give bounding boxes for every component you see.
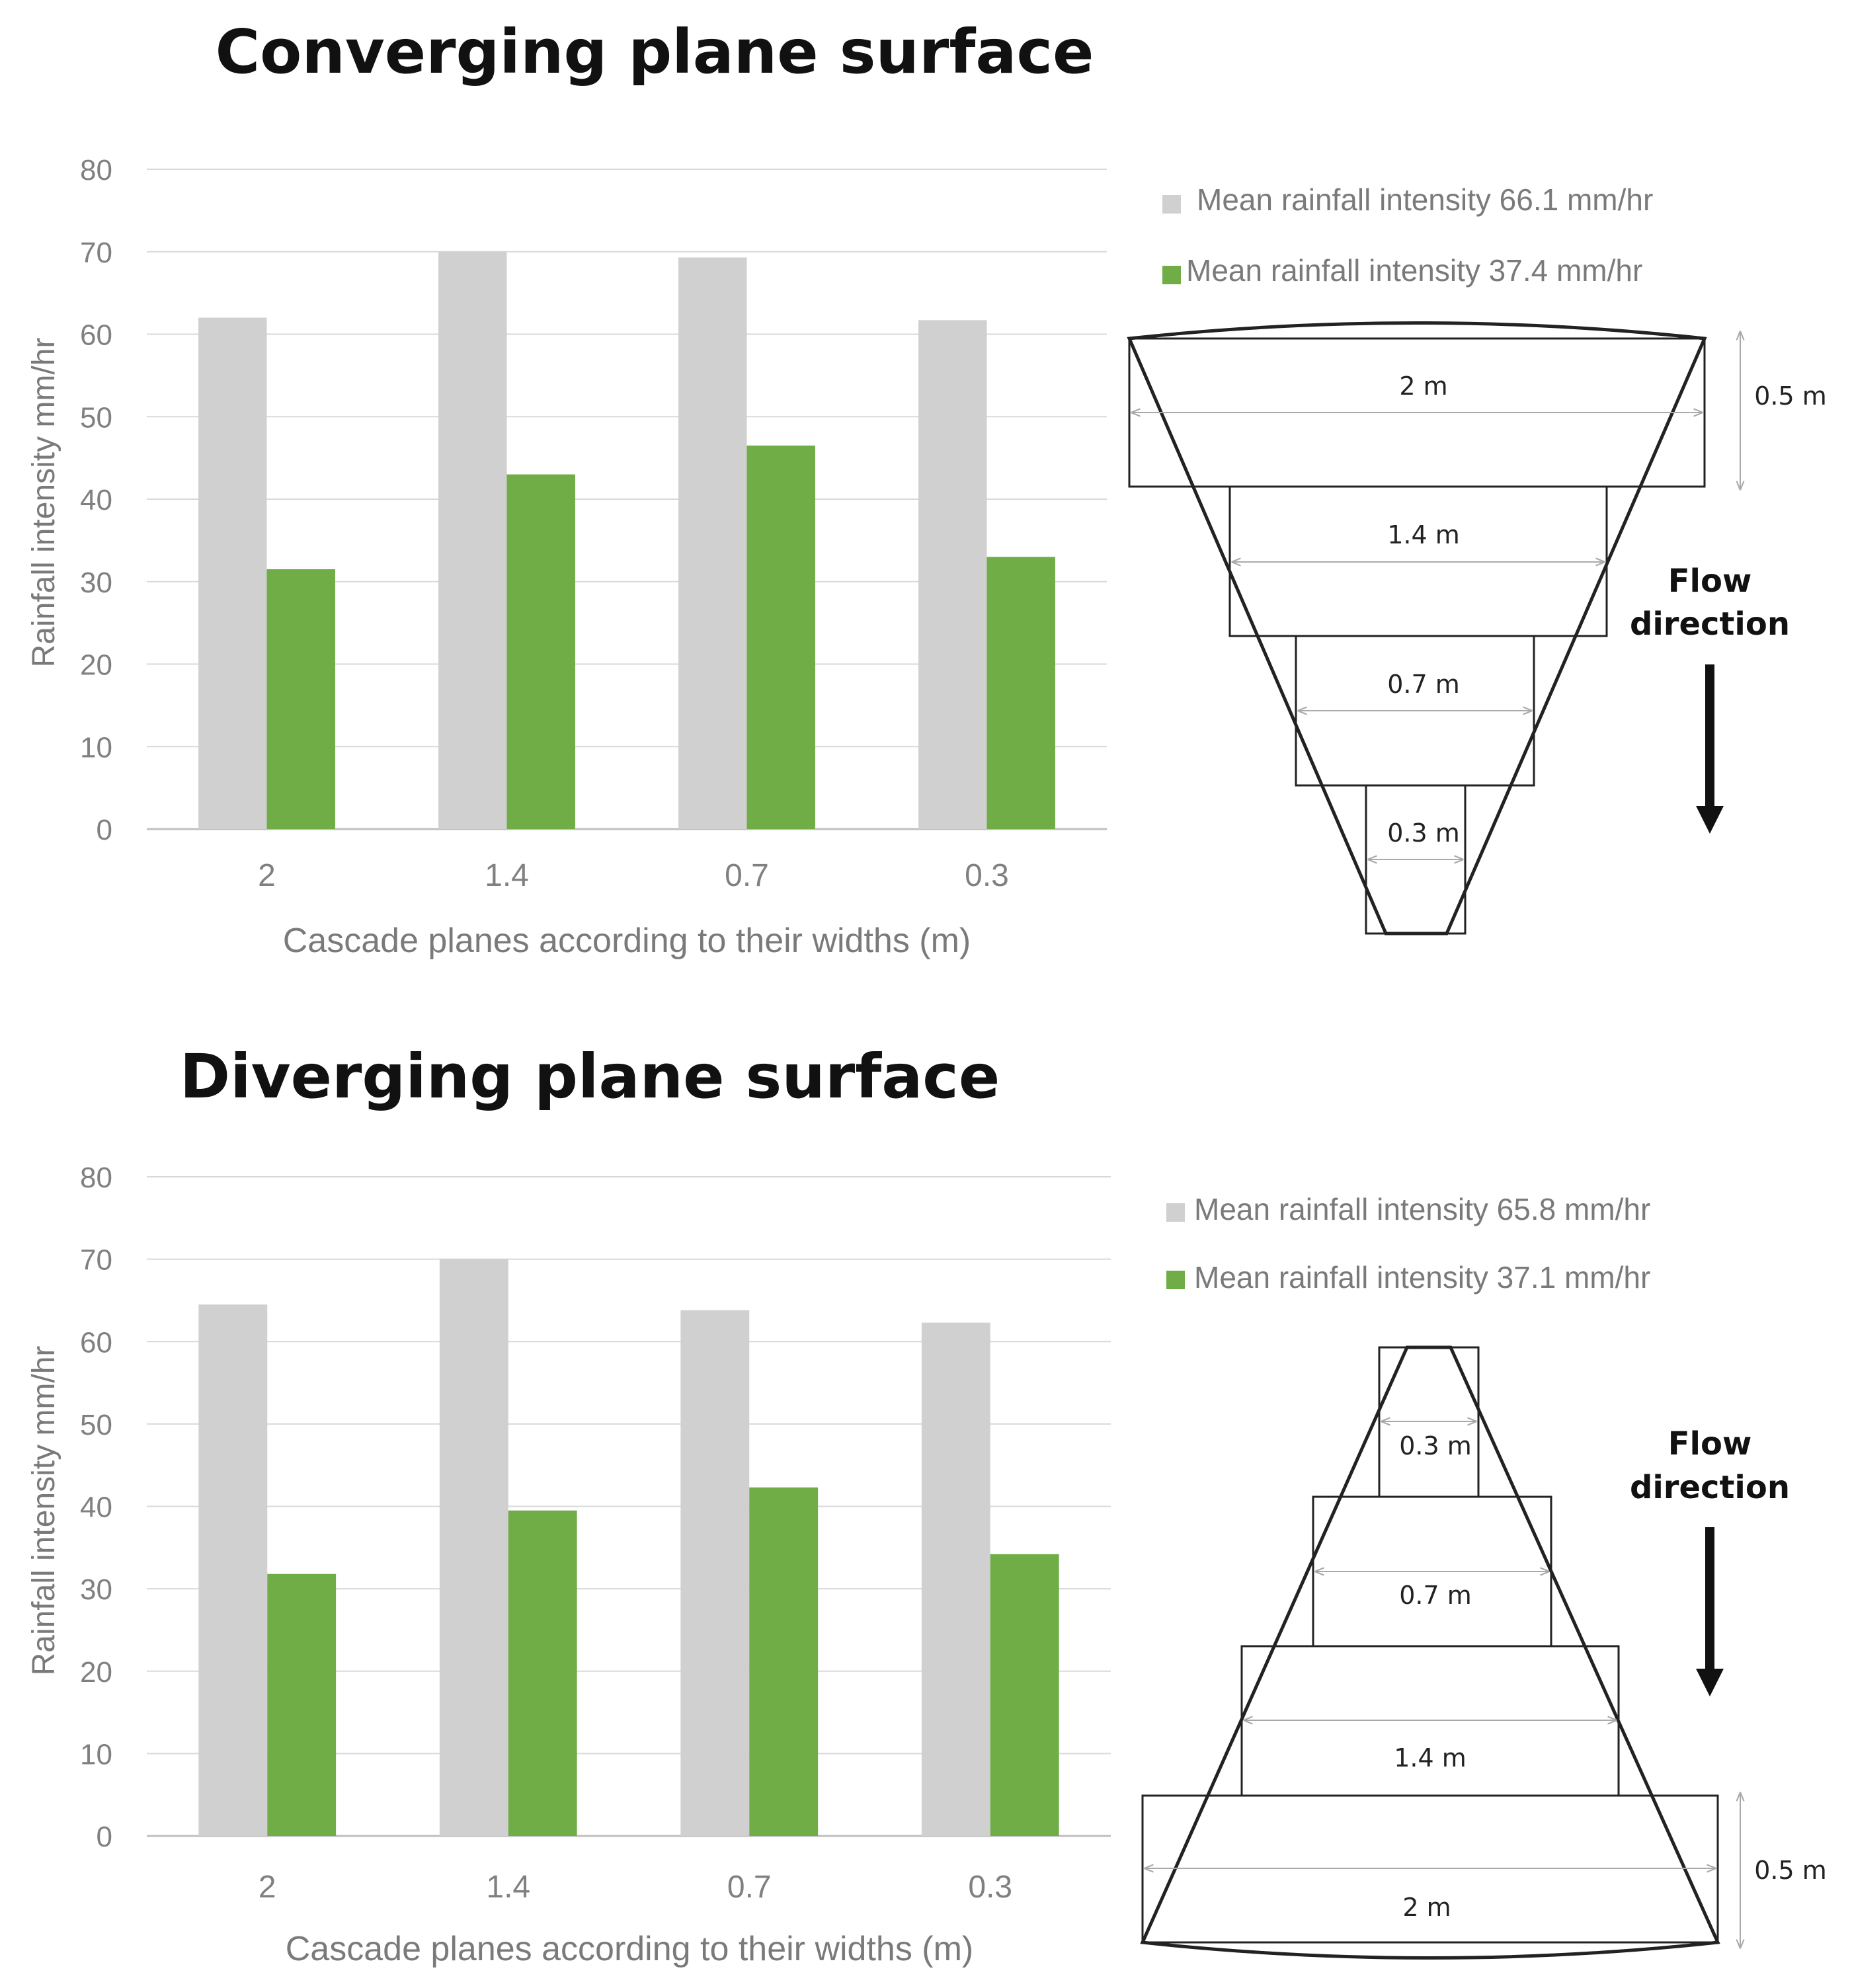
bar-green-series	[508, 1510, 577, 1836]
x-axis-title: Cascade planes according to their widths…	[283, 922, 971, 960]
y-tick-label: 50	[80, 1409, 112, 1441]
y-axis-title: Rainfall intensity mm/hr	[26, 338, 61, 668]
bar-grey-series	[438, 251, 507, 829]
x-axis-title: Cascade planes according to their widths…	[286, 1930, 973, 1968]
height-label: 0.5 m	[1754, 1856, 1827, 1885]
x-tick-label: 1.4	[485, 858, 529, 893]
x-tick-label: 2	[258, 858, 276, 893]
plane-label: 1.4 m	[1387, 520, 1460, 549]
plane-label: 2 m	[1402, 1893, 1451, 1922]
x-tick-label: 0.3	[968, 1870, 1012, 1905]
chart-title: Converging plane surface	[216, 17, 1094, 87]
legend-label-grey: Mean rainfall intensity 65.8 mm/hr	[1194, 1192, 1650, 1226]
panel-converging: Converging plane surface Rainfall intens…	[26, 17, 1827, 960]
bar-grey-series	[198, 317, 267, 829]
flow-label-line1: Flow	[1668, 563, 1752, 600]
y-tick-label: 0	[97, 1821, 112, 1853]
flow-label-line1: Flow	[1668, 1425, 1752, 1462]
legend-swatch-green	[1162, 266, 1181, 284]
flow-label-line2: direction	[1630, 606, 1790, 643]
y-tick-label: 10	[80, 731, 112, 764]
bar-grey-series	[680, 1310, 750, 1836]
legend-label-grey: Mean rainfall intensity 66.1 mm/hr	[1197, 182, 1653, 217]
y-tick-label: 80	[80, 154, 112, 186]
legend-swatch-grey	[1166, 1203, 1185, 1222]
y-tick-label: 30	[80, 567, 112, 599]
catchment-outline	[1140, 1345, 1720, 1960]
x-tick-label: 0.3	[965, 858, 1009, 893]
bar-grey-series	[678, 257, 747, 829]
plot-area: 0 10 20 30 40 50 60 70 80 2 1.4 0.7 0.3	[80, 1162, 1111, 1905]
chart-title: Diverging plane surface	[180, 1041, 1000, 1112]
y-tick-label: 40	[80, 484, 112, 516]
y-axis-label: Rainfall intensity mm/hr	[26, 1346, 61, 1676]
bar-green-series	[990, 1554, 1059, 1836]
x-tick-label: 0.7	[727, 1870, 772, 1905]
bar-green-series	[986, 557, 1055, 829]
plane-label: 2 m	[1399, 372, 1447, 401]
legend: Mean rainfall intensity 66.1 mm/hr Mean …	[1162, 182, 1653, 288]
plane-label: 0.7 m	[1399, 1581, 1472, 1610]
legend-label-green: Mean rainfall intensity 37.4 mm/hr	[1186, 253, 1642, 288]
y-tick-label: 60	[80, 1326, 112, 1359]
y-tick-label: 50	[80, 401, 112, 434]
plane-label: 1.4 m	[1394, 1743, 1467, 1772]
y-tick-label: 10	[80, 1738, 112, 1770]
y-tick-label: 80	[80, 1162, 112, 1194]
y-tick-label: 60	[80, 319, 112, 352]
y-axis-label: Rainfall intensity mm/hr	[26, 338, 61, 668]
y-tick-label: 40	[80, 1491, 112, 1524]
y-tick-label: 70	[80, 1244, 112, 1277]
y-tick-label: 70	[80, 237, 112, 269]
plot-area: 0 10 20 30 40 50 60 70 80 2 1.4 0.7 0.3	[80, 154, 1107, 893]
converging-diagram-labels: 2 m 1.4 m 0.7 m 0.3 m 0.5 m Flow directi…	[1387, 372, 1827, 848]
y-tick-label: 20	[80, 649, 112, 682]
panel-diverging: Diverging plane surface Rainfall intensi…	[26, 1041, 1827, 1968]
catchment-outline	[1127, 321, 1707, 935]
y-axis-title: Rainfall intensity mm/hr	[26, 1346, 61, 1676]
legend-swatch-grey	[1162, 195, 1181, 214]
plane-label: 0.3 m	[1387, 818, 1460, 848]
converging-diagram	[1127, 321, 1740, 935]
bar-grey-series	[921, 1322, 990, 1836]
bar-grey-series	[918, 320, 987, 830]
flow-label-line2: direction	[1630, 1469, 1790, 1506]
diverging-diagram-labels: 0.3 m 0.7 m 1.4 m 2 m 0.5 m Flow directi…	[1394, 1425, 1827, 1922]
bar-green-series	[267, 1573, 337, 1836]
bar-green-series	[506, 474, 575, 829]
bar-green-series	[266, 569, 335, 829]
plane-label: 0.7 m	[1387, 670, 1460, 699]
plane-2m	[1141, 1794, 1719, 1944]
x-tick-label: 1.4	[486, 1870, 530, 1905]
y-tick-label: 30	[80, 1573, 112, 1606]
legend-label-green: Mean rainfall intensity 37.1 mm/hr	[1194, 1260, 1650, 1294]
bar-grey-series	[198, 1304, 268, 1836]
legend: Mean rainfall intensity 65.8 mm/hr Mean …	[1166, 1192, 1650, 1294]
y-tick-label: 20	[80, 1656, 112, 1689]
y-tick-label: 0	[97, 814, 112, 846]
bar-grey-series	[439, 1259, 508, 1836]
bar-green-series	[746, 445, 815, 829]
x-tick-label: 2	[259, 1870, 276, 1905]
height-label: 0.5 m	[1754, 381, 1827, 411]
diverging-diagram	[1140, 1345, 1740, 1960]
plane-label: 0.3 m	[1399, 1431, 1472, 1460]
x-tick-label: 0.7	[725, 858, 769, 893]
bar-green-series	[749, 1487, 819, 1836]
legend-swatch-green	[1166, 1271, 1185, 1289]
